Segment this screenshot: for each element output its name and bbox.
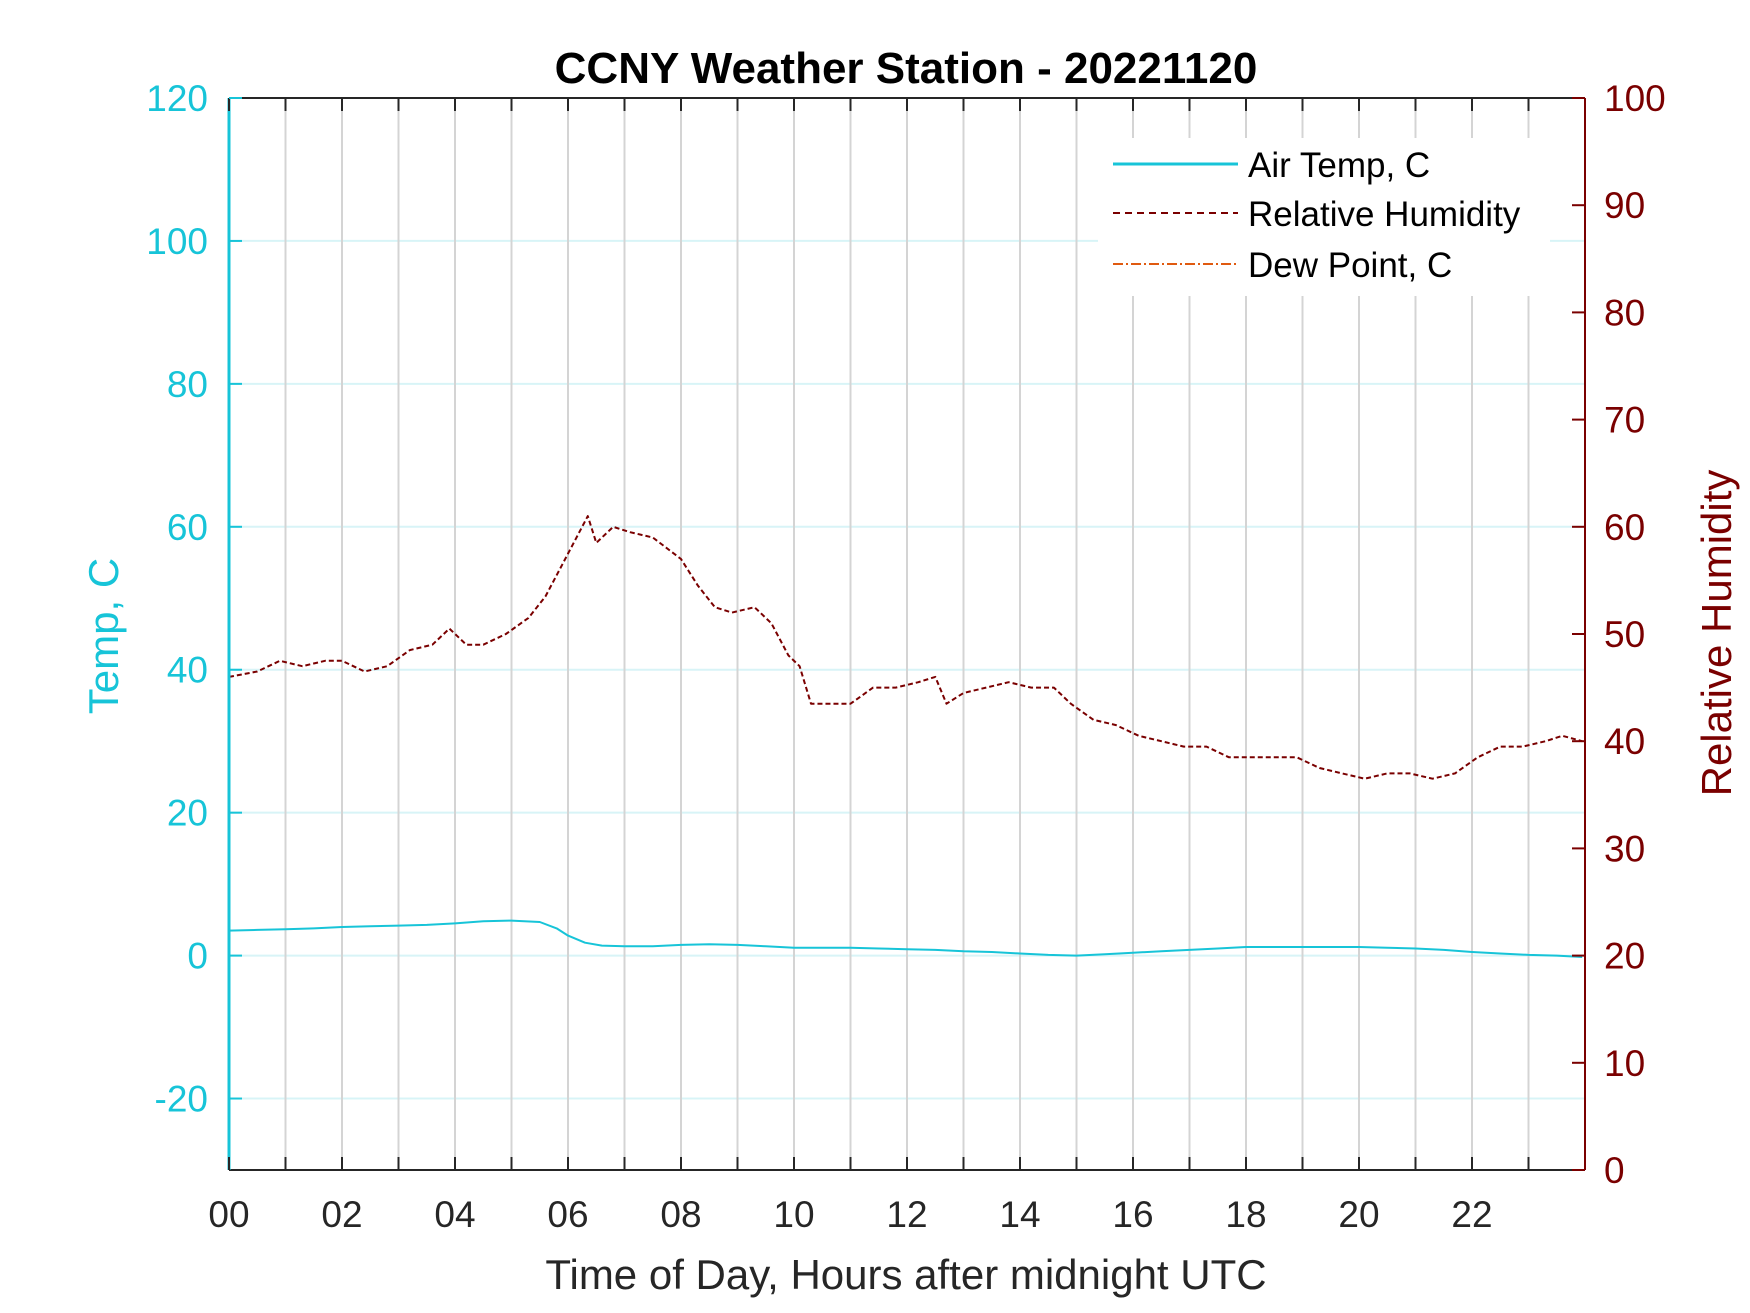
y-left-tick-label: 120 — [146, 78, 208, 119]
x-tick-label: 20 — [1338, 1194, 1379, 1235]
x-tick-label: 10 — [773, 1194, 814, 1235]
labels-layer: CCNY Weather Station - 20221120 Time of … — [80, 44, 1740, 1298]
x-axis-label: Time of Day, Hours after midnight UTC — [545, 1251, 1266, 1298]
x-tick-label: 04 — [434, 1194, 475, 1235]
y-left-tick-label: 40 — [167, 650, 208, 691]
y-right-tick-label: 20 — [1604, 936, 1645, 977]
legend-label-humidity: Relative Humidity — [1248, 195, 1521, 234]
series-layer — [228, 515, 1583, 958]
y-left-tick-label: 60 — [167, 507, 208, 548]
y-axis-right-label: Relative Humidity — [1693, 470, 1740, 797]
x-tick-label: 08 — [660, 1194, 701, 1235]
legend-label-dew-point: Dew Point, C — [1248, 246, 1452, 285]
y-left-tick-label: -20 — [155, 1079, 208, 1120]
y-right-tick-label: 80 — [1604, 292, 1645, 333]
grid-layer — [229, 98, 1585, 1170]
x-tick-label: 22 — [1451, 1194, 1492, 1235]
x-tick-label: 14 — [999, 1194, 1040, 1235]
y-right-tick-label: 60 — [1604, 507, 1645, 548]
y-left-tick-label: 80 — [167, 364, 208, 405]
y-right-tick-label: 40 — [1604, 721, 1645, 762]
y-left-tick-label: 20 — [167, 793, 208, 834]
y-right-tick-label: 0 — [1604, 1150, 1625, 1191]
y-axis-left-label: Temp, C — [80, 558, 127, 714]
x-tick-label: 12 — [886, 1194, 927, 1235]
series-line-relative-humidity — [228, 515, 1583, 780]
x-tick-label: 02 — [321, 1194, 362, 1235]
y-left-tick-label: 100 — [146, 221, 208, 262]
chart-title: CCNY Weather Station - 20221120 — [555, 44, 1258, 93]
x-tick-label: 00 — [208, 1194, 249, 1235]
y-right-tick-label: 100 — [1604, 78, 1666, 119]
legend: Air Temp, C Relative Humidity Dew Point,… — [1098, 138, 1550, 296]
x-tick-label: 06 — [547, 1194, 588, 1235]
x-tick-label: 16 — [1112, 1194, 1153, 1235]
y-right-tick-label: 90 — [1604, 185, 1645, 226]
axes-layer: 00 02 04 06 08 10 12 14 16 18 20 22-200204060801001… — [146, 78, 1665, 1235]
y-right-tick-label: 70 — [1604, 400, 1645, 441]
series-line-air-temp-c — [228, 919, 1583, 958]
y-right-tick-label: 30 — [1604, 828, 1645, 869]
y-left-tick-label: 0 — [187, 936, 208, 977]
legend-label-air-temp: Air Temp, C — [1248, 146, 1430, 185]
y-right-tick-label: 50 — [1604, 614, 1645, 655]
y-right-tick-label: 10 — [1604, 1043, 1645, 1084]
x-tick-label: 18 — [1225, 1194, 1266, 1235]
